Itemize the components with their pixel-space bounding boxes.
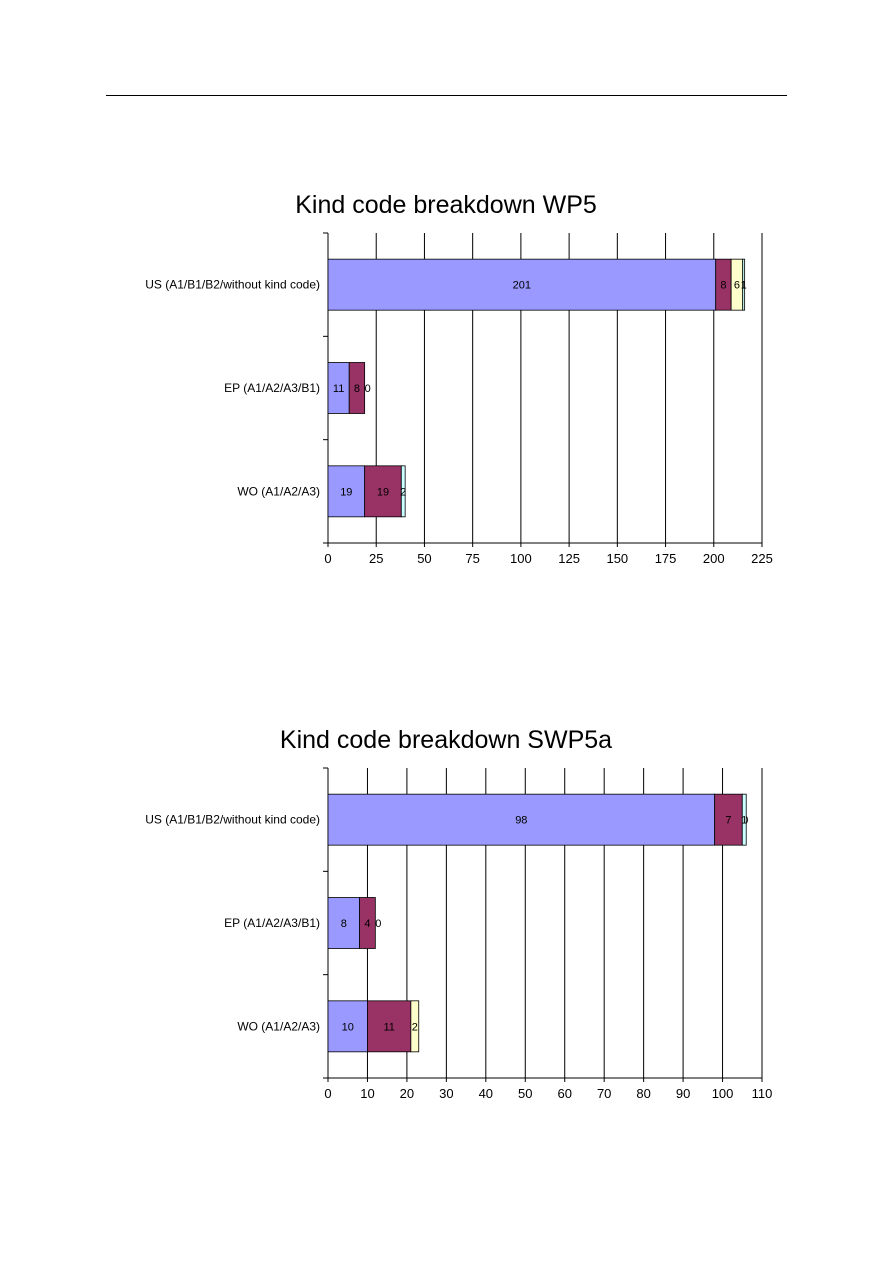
data-label: 6 [734, 280, 740, 292]
data-label: 0 [365, 383, 371, 395]
header-rule [106, 95, 787, 96]
data-label: 19 [377, 486, 389, 498]
x-tick-label: 60 [557, 1086, 571, 1101]
bar-segment [348, 362, 366, 414]
x-tick-label: 30 [439, 1086, 453, 1101]
bar-segment [742, 258, 746, 311]
category-label: WO (A1/A2/A3) [237, 1019, 320, 1033]
x-tick-label: 175 [655, 551, 677, 566]
x-tick-label: 110 [752, 1086, 773, 1101]
bar-segment [400, 465, 406, 518]
category-label: EP (A1/A2/A3/B1) [224, 916, 320, 930]
bar-segment [741, 793, 747, 846]
data-label: 8 [354, 383, 360, 395]
x-tick-label: 200 [703, 551, 725, 566]
data-label: 0 [375, 918, 381, 930]
bar-segment [327, 897, 360, 949]
data-label: 19 [340, 486, 352, 498]
category-label: EP (A1/A2/A3/B1) [224, 381, 320, 395]
bar-segment [410, 1000, 420, 1053]
bar-segment [359, 897, 376, 949]
x-tick-label: 20 [400, 1086, 414, 1101]
data-label: 11 [333, 383, 344, 395]
category-label: WO (A1/A2/A3) [237, 484, 320, 498]
x-tick-label: 25 [369, 551, 383, 566]
data-label: 4 [364, 918, 370, 930]
chart-title: Kind code breakdown WP5 [295, 191, 597, 219]
data-label: 10 [342, 1021, 354, 1033]
bar-segment [327, 258, 717, 311]
x-tick-label: 150 [606, 551, 628, 566]
x-tick-label: 100 [510, 551, 532, 566]
data-label: 2 [400, 486, 406, 498]
x-tick-label: 50 [518, 1086, 532, 1101]
data-label: 98 [515, 815, 527, 827]
x-tick-label: 100 [712, 1086, 734, 1101]
x-tick-label: 75 [465, 551, 479, 566]
x-tick-label: 225 [751, 551, 773, 566]
data-label: 8 [341, 918, 347, 930]
data-label: 2 [412, 1021, 418, 1033]
data-label: 7 [725, 815, 731, 827]
data-label: 11 [383, 1021, 394, 1033]
x-tick-label: 125 [558, 551, 580, 566]
x-tick-label: 70 [597, 1086, 611, 1101]
bar-segment [327, 793, 716, 846]
x-tick-label: 90 [676, 1086, 690, 1101]
data-label: 1 [741, 815, 747, 827]
chart-wp5: Kind code breakdown WP5 0 25 50 75 100 125 150 1… [145, 191, 773, 566]
x-tick-label: 10 [360, 1086, 374, 1101]
data-label: 8 [720, 280, 726, 292]
x-tick-label: 80 [636, 1086, 650, 1101]
x-tick-label: 0 [324, 551, 331, 566]
bar-segment [327, 465, 366, 518]
category-label: US (A1/B1/B2/without kind code) [145, 278, 320, 292]
bar-segment [327, 1000, 368, 1053]
x-tick-label: 50 [417, 551, 431, 566]
x-tick-label: 0 [324, 1086, 331, 1101]
data-label: 201 [513, 280, 531, 292]
data-label: 1 [741, 280, 747, 292]
bar-segment [367, 1000, 412, 1053]
chart-title: Kind code breakdown SWP5a [280, 726, 612, 754]
category-label: US (A1/B1/B2/without kind code) [145, 813, 320, 827]
x-tick-label: 40 [479, 1086, 493, 1101]
